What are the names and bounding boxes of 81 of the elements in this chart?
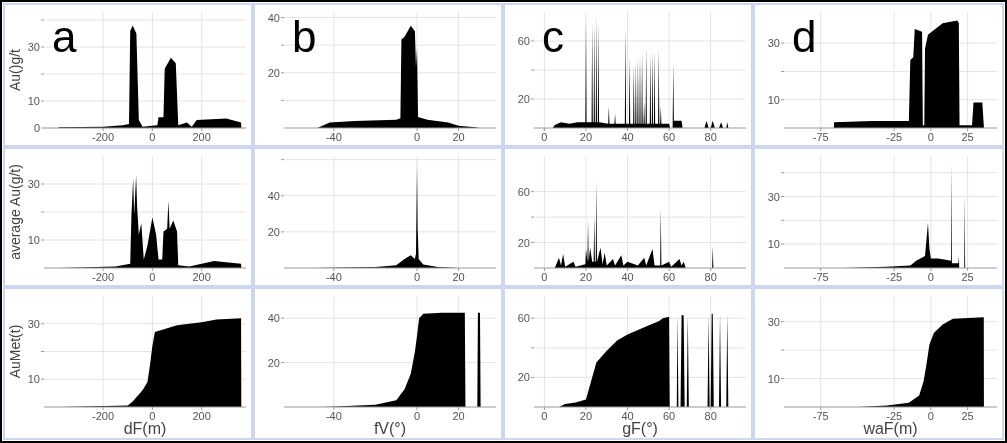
x-tick-label: 0 (927, 271, 934, 283)
y-tick-label: 30 (27, 41, 40, 54)
x-tick-label: 80 (704, 131, 717, 143)
y-tick-label: 40 (267, 189, 280, 202)
x-tick-label: 20 (579, 131, 593, 143)
x-axis-title: gF(°) (622, 420, 658, 437)
x-tick-label: 0 (413, 131, 421, 143)
annotation: d (792, 12, 817, 61)
x-tick-label: -75 (812, 271, 829, 283)
y-tick-label: 20 (517, 93, 530, 105)
y-tick-label: 10 (27, 234, 40, 246)
annotation: b (292, 12, 317, 61)
y-tick-label: 30 (27, 178, 40, 190)
x-tick-label: 20 (452, 410, 465, 422)
x-tick-label: 40 (621, 131, 634, 143)
y-tick-label: 60 (517, 35, 530, 47)
x-tick-label: 0 (413, 271, 421, 283)
x-tick-label: -40 (325, 410, 342, 422)
x-tick-label: -200 (92, 271, 115, 283)
x-tick-label: -25 (886, 131, 903, 143)
x-tick-label: -40 (325, 131, 342, 143)
y-axis-title: average Au(g/t) (7, 164, 23, 260)
x-tick-label: 0 (149, 271, 156, 283)
x-tick-label: 0 (149, 131, 156, 143)
x-tick-label: 25 (961, 131, 974, 143)
y-tick-label: 40 (267, 312, 280, 325)
x-tick-label: 25 (961, 271, 974, 283)
y-tick-label: 30 (767, 37, 780, 50)
x-tick-label: 0 (927, 131, 934, 143)
x-tick-label: 0 (541, 271, 548, 283)
x-tick-label: 80 (704, 271, 717, 283)
y-tick-label: 20 (517, 236, 530, 249)
x-tick-label: -25 (886, 410, 903, 422)
x-tick-label: 20 (579, 410, 593, 422)
y-tick-label: 20 (267, 356, 280, 369)
x-tick-label: 0 (541, 410, 548, 422)
y-tick-label: 10 (767, 238, 780, 251)
x-tick-label: -75 (812, 131, 829, 143)
x-tick-label: 0 (541, 131, 548, 143)
y-tick-label: 10 (27, 373, 40, 386)
x-tick-label: 80 (704, 410, 717, 422)
x-tick-label: 60 (662, 410, 676, 422)
y-tick-label: 30 (27, 317, 40, 330)
y-tick-label: 30 (767, 315, 780, 328)
annotation: c (542, 12, 564, 61)
x-axis-title: dF(m) (123, 420, 167, 437)
x-tick-label: 20 (579, 271, 593, 283)
x-axis-title: waF(m) (862, 420, 918, 437)
y-tick-label: 60 (517, 312, 530, 325)
x-tick-label: 200 (192, 131, 211, 143)
y-tick-label: 10 (27, 95, 40, 108)
x-tick-label: -25 (886, 271, 903, 283)
y-tick-label: 20 (267, 66, 280, 79)
x-tick-label: 60 (662, 271, 676, 283)
y-tick-label: 30 (767, 190, 780, 203)
x-tick-label: -75 (812, 410, 829, 422)
y-tick-label: 20 (267, 225, 280, 238)
y-tick-label: 10 (767, 93, 780, 106)
x-tick-label: 40 (621, 271, 634, 283)
x-tick-label: 0 (413, 410, 421, 422)
x-axis-title: fV(°) (373, 420, 407, 437)
y-tick-label: 20 (517, 371, 530, 384)
x-tick-label: 0 (927, 410, 934, 422)
x-tick-label: -200 (92, 131, 115, 143)
x-tick-label: -200 (92, 410, 115, 422)
y-axis-title: Au()g/t (7, 48, 23, 92)
x-tick-label: 25 (961, 410, 974, 422)
y-tick-label: 60 (517, 185, 530, 198)
x-tick-label: 0 (149, 410, 156, 422)
x-tick-label: -40 (325, 271, 342, 283)
y-tick-label: 10 (767, 372, 780, 385)
y-tick-label: 40 (267, 11, 280, 24)
y-tick-label: 0 (33, 122, 40, 134)
x-tick-label: 200 (192, 410, 211, 422)
x-tick-label: 40 (621, 410, 634, 422)
y-axis-title: AuMet(t) (7, 324, 23, 379)
x-tick-label: 20 (452, 131, 465, 143)
x-tick-label: 20 (452, 271, 465, 283)
annotation: a (52, 12, 77, 61)
x-tick-label: 200 (192, 271, 211, 283)
x-tick-label: 60 (662, 131, 676, 143)
